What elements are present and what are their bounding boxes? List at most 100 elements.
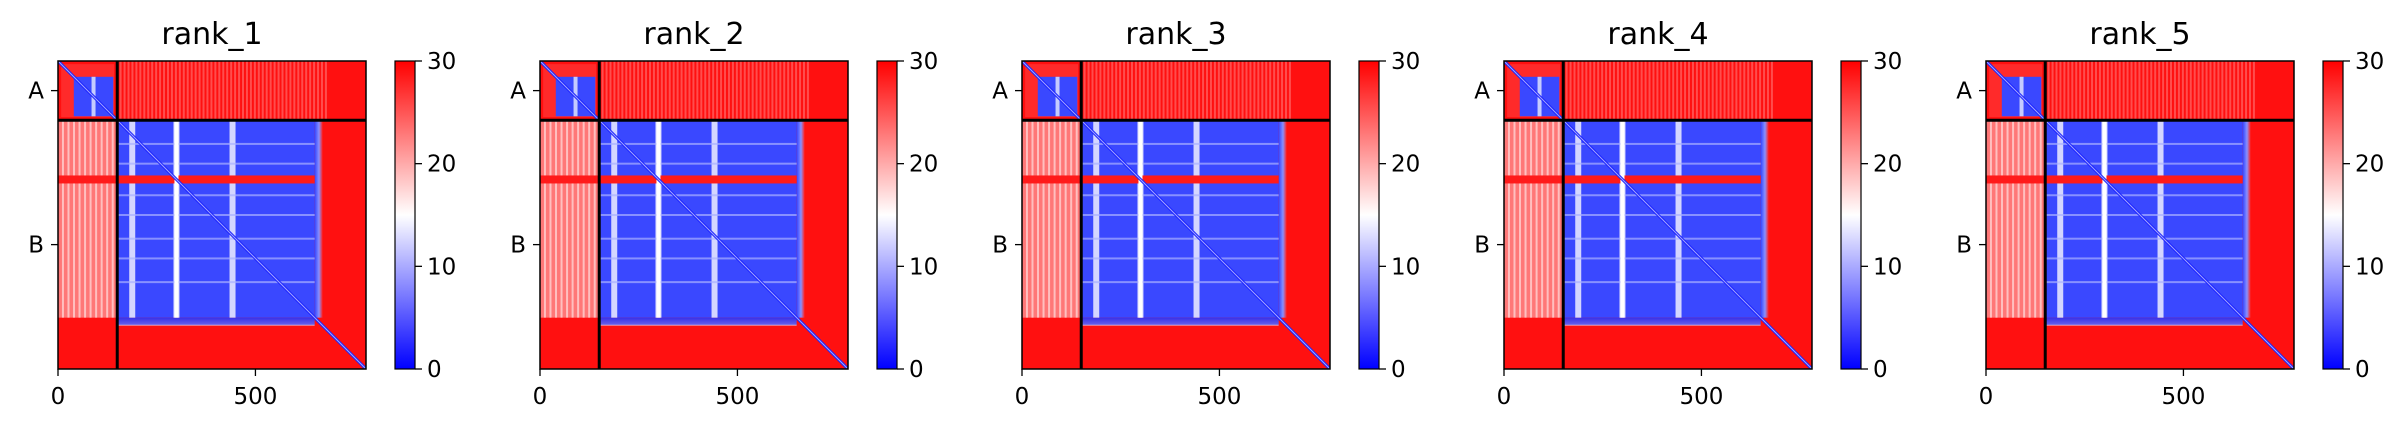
core-row-stripe xyxy=(1081,194,1279,197)
b-vs-a-stripe xyxy=(543,120,546,318)
core-row-stripe xyxy=(2045,281,2243,284)
core-row-stripe xyxy=(599,237,797,240)
core-row-stripe xyxy=(599,142,797,145)
colorbar-tick-label: 30 xyxy=(1391,49,1420,75)
a-vs-b-stripe xyxy=(2166,61,2169,121)
core-column-stripe xyxy=(1193,120,1200,318)
b-vs-a-stripe xyxy=(1989,120,1992,318)
a-vs-b-stripe xyxy=(206,61,209,121)
a-vs-b-stripe xyxy=(297,61,300,121)
core-row-stripe xyxy=(117,162,315,165)
core-row-stripe xyxy=(1081,142,1279,145)
a-vs-b-stripe xyxy=(2051,61,2054,121)
x-tick-label: 500 xyxy=(1679,384,1723,410)
a-vs-b-stripe xyxy=(1225,61,1228,121)
a-vs-b-stripe xyxy=(660,61,663,121)
chain-label-b: B xyxy=(1474,233,1490,259)
a-vs-b-stripe xyxy=(147,61,150,121)
a-vs-b-stripe xyxy=(2173,61,2176,121)
a-vs-b-stripe xyxy=(1680,61,1683,121)
colorbar-tick-label: 20 xyxy=(1873,152,1902,178)
b-vs-a-stripe xyxy=(89,120,92,318)
a-vs-b-stripe xyxy=(1142,61,1145,121)
a-vs-b-stripe xyxy=(1609,61,1612,121)
a-vs-b-stripe xyxy=(1288,61,1291,121)
a-vs-b-stripe xyxy=(1691,61,1694,121)
b-vs-a-stripe xyxy=(2023,120,2026,318)
core-row-stripe xyxy=(117,237,315,240)
a-vs-b-stripe xyxy=(751,61,754,121)
a-vs-b-stripe xyxy=(1585,61,1588,121)
a-vs-b-stripe xyxy=(1727,61,1730,121)
a-vs-b-stripe xyxy=(1688,61,1691,121)
b-vs-a-row-streak xyxy=(540,175,600,184)
a-vs-b-stripe xyxy=(645,61,648,121)
a-vs-b-stripe xyxy=(2248,61,2251,121)
a-vs-b-stripe xyxy=(320,61,323,121)
panel-title: rank_2 xyxy=(643,17,744,52)
b-vs-a-stripe xyxy=(1552,120,1555,318)
a-vs-b-stripe xyxy=(731,61,734,121)
colorbar-gradient xyxy=(876,60,898,370)
heatmap xyxy=(540,61,848,369)
a-vs-b-stripe xyxy=(1146,61,1149,121)
residue-300-column xyxy=(1620,120,1625,318)
x-tick-label: 0 xyxy=(533,384,548,410)
a-vs-b-stripe xyxy=(2197,61,2200,121)
residue-300-row-streak xyxy=(540,175,797,184)
b-vs-a-stripe xyxy=(2034,120,2037,318)
diagonal-highlight xyxy=(1022,61,1330,369)
b-vs-a-stripe xyxy=(78,120,81,318)
a-vs-b-stripe xyxy=(617,61,620,121)
a-vs-b-stripe xyxy=(629,61,632,121)
colorbar-gradient xyxy=(2322,60,2344,370)
a-vs-b-stripe xyxy=(1723,61,1726,121)
core-row-stripe xyxy=(2045,162,2243,165)
a-vs-b-stripe xyxy=(2146,61,2149,121)
a-vs-b-stripe xyxy=(2126,61,2129,121)
a-vs-b-stripe xyxy=(1707,61,1710,121)
chain-label-a: A xyxy=(1956,79,1972,105)
a-vs-b-stripe xyxy=(1699,61,1702,121)
a-vs-b-stripe xyxy=(1107,61,1110,121)
a-vs-b-stripe xyxy=(1770,61,1773,121)
diagonal-highlight xyxy=(58,61,366,369)
a-vs-b-stripe xyxy=(1206,61,1209,121)
a-vs-b-stripe xyxy=(1253,61,1256,121)
a-vs-b-stripe xyxy=(1664,61,1667,121)
a-vs-b-stripe xyxy=(1241,61,1244,121)
a-vs-b-stripe xyxy=(210,61,213,121)
a-vs-b-stripe xyxy=(1245,61,1248,121)
core-row-stripe xyxy=(117,142,315,145)
b-vs-a-stripe xyxy=(1037,120,1040,318)
a-vs-b-stripe xyxy=(763,61,766,121)
b-vs-a-row-streak xyxy=(1504,175,1564,184)
a-vs-b-stripe xyxy=(1249,61,1252,121)
b-vs-a-stripe xyxy=(1530,120,1533,318)
a-vs-b-stripe xyxy=(747,61,750,121)
a-vs-b-stripe xyxy=(1190,61,1193,121)
a-vs-b-stripe xyxy=(1763,61,1766,121)
a-vs-b-stripe xyxy=(1166,61,1169,121)
a-vs-b-stripe xyxy=(1130,61,1133,121)
a-vs-b-stripe xyxy=(143,61,146,121)
a-vs-b-stripe xyxy=(2185,61,2188,121)
b-vs-a-stripe xyxy=(1535,120,1538,318)
b-vs-a-stripe xyxy=(2039,120,2042,318)
a-vs-b-stripe xyxy=(712,61,715,121)
a-vs-b-stripe xyxy=(1640,61,1643,121)
colorbar-tick-label: 30 xyxy=(909,49,938,75)
b-vs-a-stripe xyxy=(593,120,596,318)
a-vs-b-stripe xyxy=(605,61,608,121)
b-vs-a-stripe xyxy=(2006,120,2009,318)
chain-b-core-bottom-edge xyxy=(117,317,315,326)
a-vs-b-stripe xyxy=(2252,61,2255,121)
a-vs-b-stripe xyxy=(2209,61,2212,121)
colorbar-tick-label: 20 xyxy=(2355,152,2384,178)
residue-300-row-streak xyxy=(1022,175,1279,184)
a-vs-b-stripe xyxy=(1644,61,1647,121)
a-vs-b-stripe xyxy=(1265,61,1268,121)
x-tick-label: 0 xyxy=(51,384,66,410)
a-vs-b-stripe xyxy=(1624,61,1627,121)
a-vs-b-stripe xyxy=(1170,61,1173,121)
